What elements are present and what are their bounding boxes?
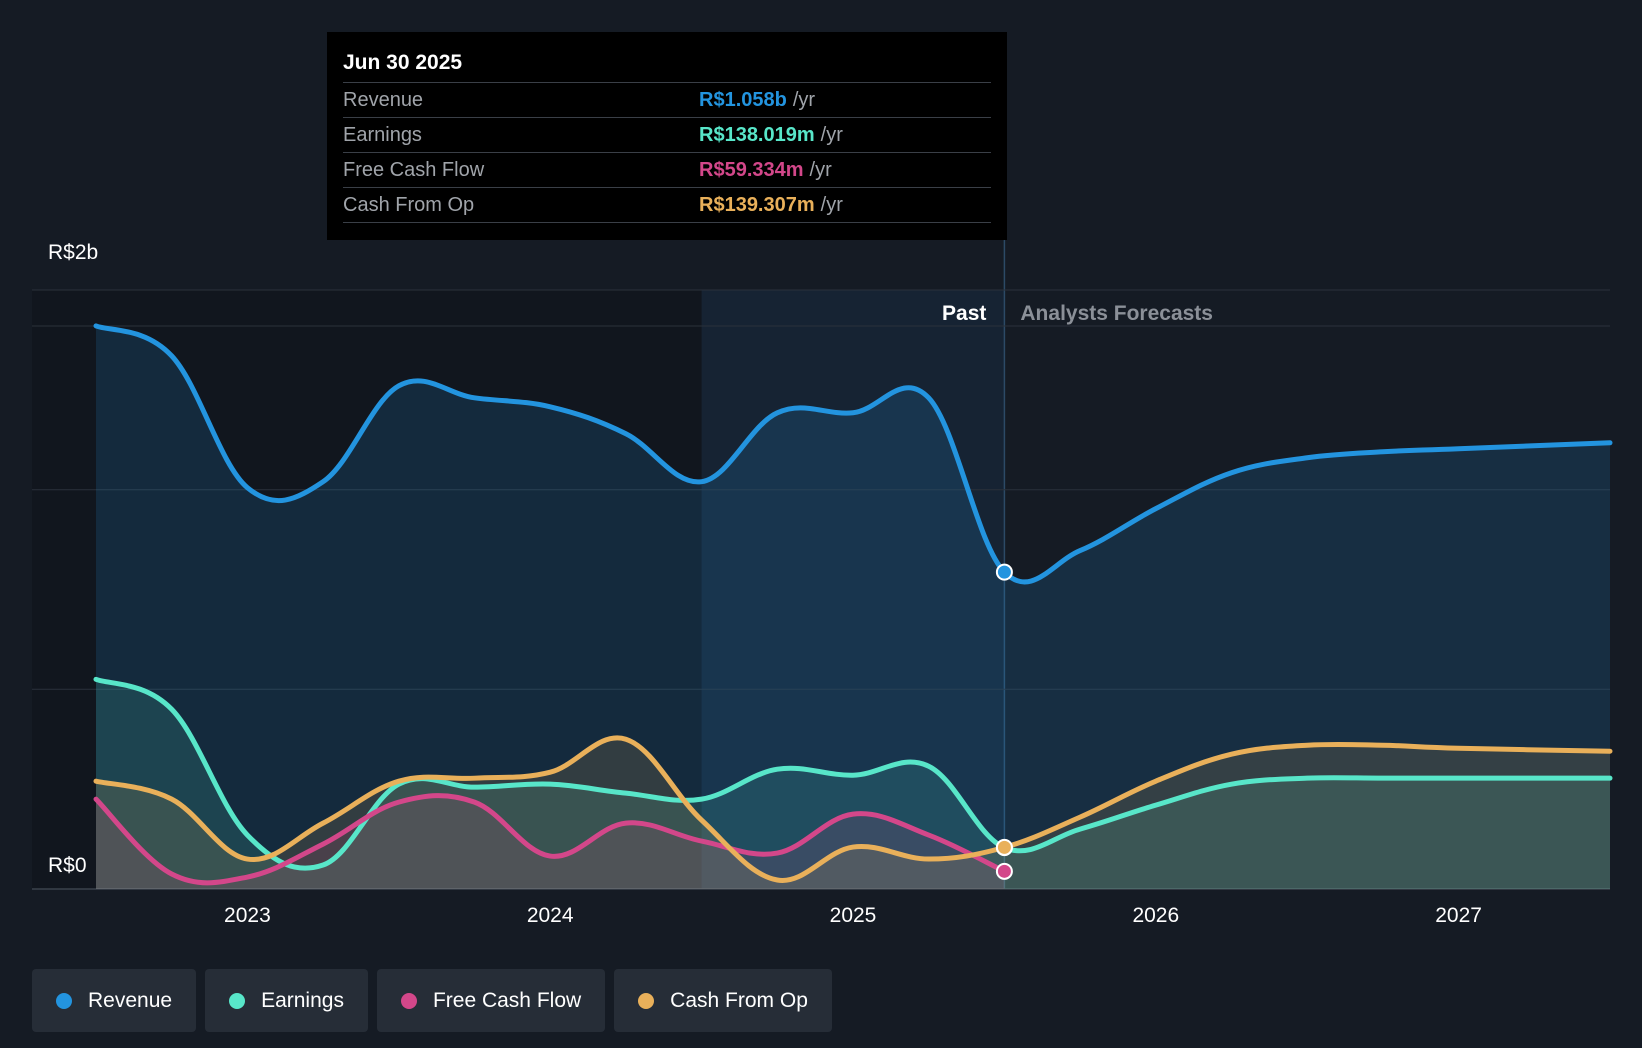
legend: Revenue Earnings Free Cash Flow Cash Fro…	[32, 969, 832, 1032]
legend-item-cash-from-op[interactable]: Cash From Op	[614, 969, 832, 1032]
free-cash-flow-dot-icon	[400, 992, 417, 1009]
free-cash-flow-line	[93, 793, 1007, 886]
tooltip-unit: /yr	[820, 124, 843, 146]
forecast-label: Analysts Forecasts	[1020, 302, 1213, 325]
x-tick-label: 2026	[1132, 904, 1179, 927]
cash-from-op-dot-icon	[638, 992, 655, 1009]
legend-label: Cash From Op	[670, 988, 808, 1012]
tooltip-label: Earnings	[343, 124, 422, 146]
tooltip-row-earnings: Earnings R$138.019m /yr	[343, 117, 991, 152]
revenue-dot-icon	[56, 992, 72, 1009]
tooltip-date: Jun 30 2025	[343, 51, 463, 74]
legend-label: Revenue	[88, 988, 173, 1012]
revenue-marker	[995, 563, 1013, 581]
y-tick-label: R$0	[48, 854, 87, 877]
tooltip-unit: /yr	[792, 89, 816, 111]
legend-label: Free Cash Flow	[432, 988, 582, 1012]
legend-item-revenue[interactable]: Revenue	[32, 969, 197, 1032]
revenue-line	[93, 323, 1613, 585]
cash-from-op-line	[93, 735, 1613, 883]
tooltip-label: Cash From Op	[343, 194, 475, 216]
past-label: Past	[942, 302, 986, 325]
cash-from-op-area	[96, 737, 1610, 889]
tooltip-value: R$138.019m	[699, 124, 815, 146]
x-tick-label: 2024	[527, 904, 574, 927]
tooltip-row-free-cash-flow: Free Cash Flow R$59.334m /yr	[343, 152, 991, 187]
tooltip-row-revenue: Revenue R$1.058b /yr	[343, 82, 991, 117]
legend-label: Earnings	[261, 988, 344, 1012]
revenue-area	[96, 325, 1610, 889]
legend-item-earnings[interactable]: Earnings	[205, 969, 368, 1032]
earnings-area	[96, 679, 1610, 889]
tooltip-unit: /yr	[820, 194, 843, 216]
legend-item-free-cash-flow[interactable]: Free Cash Flow	[376, 969, 606, 1032]
tooltip-value: R$1.058b	[699, 89, 787, 111]
earnings-line	[93, 676, 1613, 871]
x-tick-label: 2023	[224, 904, 271, 927]
tooltip-label: Free Cash Flow	[343, 159, 485, 181]
tooltip: Jun 30 2025 Revenue R$1.058b /yr Earning…	[327, 32, 1007, 240]
free-cash-flow-marker	[995, 862, 1013, 880]
earnings-dot-icon	[229, 992, 246, 1009]
tooltip-unit: /yr	[809, 159, 832, 181]
tooltip-label: Revenue	[343, 89, 424, 111]
cash-from-op-marker	[995, 838, 1013, 856]
tooltip-row-cash-from-op: Cash From Op R$139.307m /yr	[343, 187, 991, 223]
x-tick-label: 2025	[830, 904, 877, 927]
tooltip-value: R$139.307m	[699, 194, 815, 216]
x-tick-label: 2027	[1435, 904, 1482, 927]
tooltip-value: R$59.334m	[699, 159, 804, 181]
y-tick-label: R$2b	[48, 241, 98, 264]
